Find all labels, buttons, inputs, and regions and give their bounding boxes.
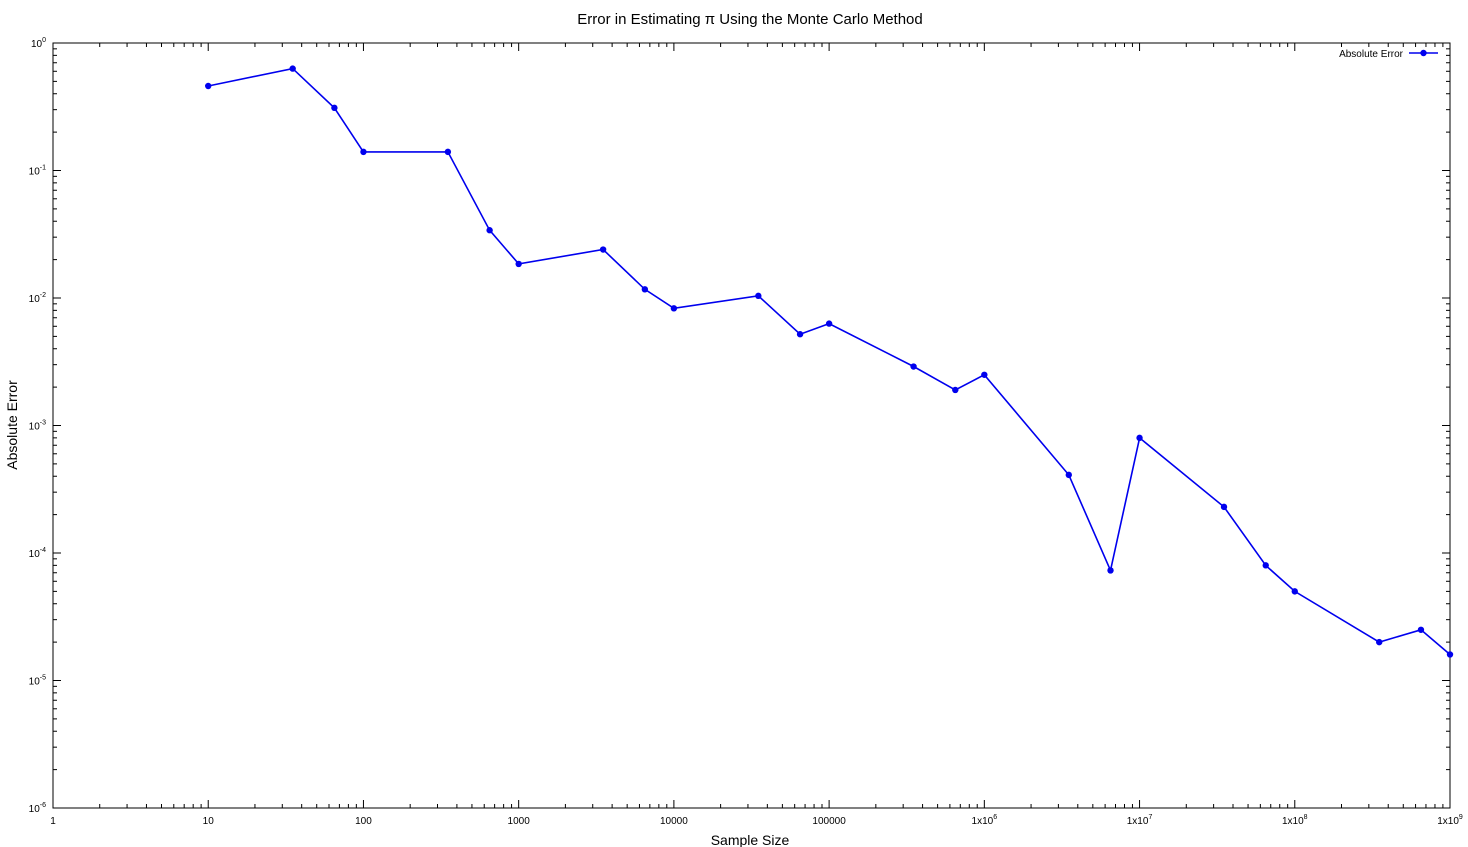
data-point — [755, 292, 762, 300]
data-point — [1136, 434, 1143, 442]
data-point — [1417, 626, 1425, 633]
data-point — [331, 104, 338, 112]
y-tick-label: 10-3 — [29, 420, 46, 433]
data-point — [796, 331, 804, 338]
data-point — [1262, 562, 1269, 569]
data-point — [981, 371, 988, 378]
data-point — [205, 82, 212, 90]
y-tick-label: 100 — [31, 37, 46, 50]
y-tick-label: 10-1 — [29, 165, 46, 178]
y-axis-label: Absolute Error — [4, 380, 20, 470]
y-tick-label: 10-6 — [29, 802, 46, 815]
x-tick-label: 10 — [203, 816, 215, 827]
data-point — [825, 320, 833, 327]
x-tick-label: 10000 — [660, 816, 688, 827]
data-point — [910, 363, 917, 370]
data-point — [641, 286, 649, 293]
data-point — [360, 148, 367, 156]
data-point — [1291, 588, 1298, 595]
data-point — [599, 246, 607, 253]
plot-area: 1 10 100 1000 10000 100000 1x106 1x107 1x108 1x10… — [29, 37, 1463, 827]
data-point — [952, 386, 959, 394]
data-point — [444, 148, 452, 156]
data-point — [289, 65, 296, 72]
x-tick-label: 1x107 — [1127, 814, 1153, 827]
x-tick-label: 1000 — [508, 816, 531, 827]
y-tick-label: 10-5 — [29, 675, 46, 688]
y-tick-label: 10-4 — [29, 547, 46, 560]
data-point — [1376, 638, 1383, 646]
data-point — [1220, 503, 1228, 511]
x-tick-label: 1x106 — [972, 814, 998, 827]
data-point — [1107, 567, 1114, 574]
chart-title: Error in Estimating π Using the Monte Ca… — [577, 11, 923, 28]
data-point — [515, 260, 522, 268]
x-tick-label: 1x109 — [1437, 814, 1463, 827]
x-tick-label: 100000 — [812, 816, 846, 827]
x-axis-label: Sample Size — [711, 832, 790, 847]
plot-frame — [52, 42, 1451, 809]
data-point — [486, 227, 493, 234]
x-tick-label: 100 — [355, 816, 372, 827]
data-point — [1065, 471, 1072, 479]
x-tick-label: 1x108 — [1282, 814, 1308, 827]
data-point — [1446, 651, 1454, 658]
y-tick-label: 10-2 — [29, 292, 46, 305]
legend-marker — [1420, 49, 1427, 57]
data-point — [670, 305, 678, 312]
legend-label: Absolute Error — [1339, 49, 1404, 60]
x-tick-label: 1 — [50, 816, 56, 827]
